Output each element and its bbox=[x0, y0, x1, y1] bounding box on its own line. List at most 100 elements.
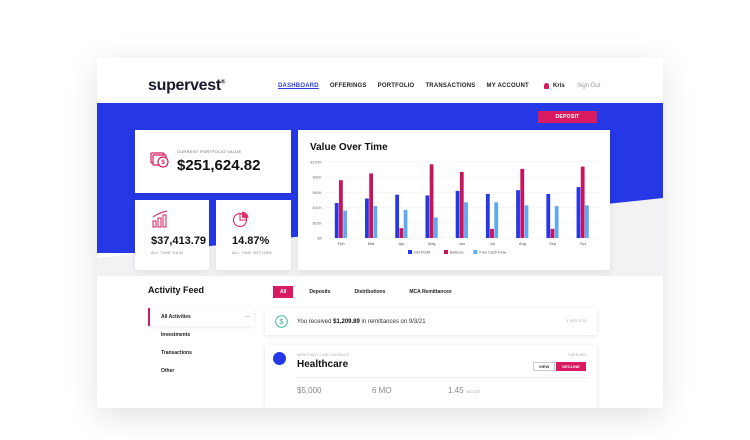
logo[interactable]: supervest® bbox=[148, 77, 226, 94]
divider bbox=[297, 377, 587, 378]
offering-factor: 1.45 FACTOR bbox=[448, 386, 480, 395]
bar-net-profit bbox=[395, 194, 400, 238]
bar-net-profit bbox=[576, 187, 581, 238]
legend-label: Free Cash Flow bbox=[479, 251, 506, 255]
money-stack-icon: $ bbox=[150, 152, 169, 168]
top-navbar: supervest® DASHBOARD OFFERINGS PORTFOLIO… bbox=[97, 58, 663, 103]
side-item-investments[interactable]: Investments bbox=[161, 332, 191, 338]
all-time-gain-label: ALL TIME GAIN bbox=[151, 250, 184, 255]
tab-all[interactable]: All bbox=[273, 286, 294, 298]
app-window: supervest® DASHBOARD OFFERINGS PORTFOLIO… bbox=[97, 58, 663, 408]
svg-text:$: $ bbox=[161, 160, 165, 166]
x-tick-label: Sep bbox=[549, 241, 557, 246]
x-tick-label: Mar bbox=[368, 241, 376, 246]
deposit-button[interactable]: DEPOSIT bbox=[538, 111, 597, 123]
portfolio-value-card: $ CURRENT PORTFOLIO VALUE $251,624.82 bbox=[135, 130, 291, 193]
offering-term: 6 MO bbox=[372, 386, 392, 395]
bar-growth-icon bbox=[152, 210, 168, 228]
nav-portfolio[interactable]: PORTFOLIO bbox=[377, 83, 415, 89]
portfolio-value-label: CURRENT PORTFOLIO VALUE bbox=[177, 149, 242, 154]
bar-net-profit bbox=[546, 193, 551, 238]
user-menu[interactable]: Kris bbox=[544, 83, 565, 89]
x-tick-label: Apr bbox=[398, 241, 405, 246]
bar-balance bbox=[369, 173, 374, 238]
bar-free-cash-flow bbox=[494, 202, 499, 238]
bar-balance bbox=[459, 171, 464, 238]
legend-swatch bbox=[408, 250, 412, 254]
offering-title: Healthcare bbox=[297, 359, 349, 370]
nav-transactions[interactable]: TRANSACTIONS bbox=[425, 83, 476, 89]
bar-free-cash-flow bbox=[584, 205, 589, 238]
y-tick-label: $80K bbox=[313, 175, 323, 180]
side-item-transactions[interactable]: Transactions bbox=[161, 350, 192, 356]
x-tick-label: Oct bbox=[580, 241, 587, 246]
bar-balance bbox=[399, 228, 404, 238]
y-tick-label: $20K bbox=[313, 220, 323, 225]
chart-canvas: $0 $20K $40K $60K $80K $100K Feb Mar Apr May Jun Ju… bbox=[310, 160, 598, 255]
bar-balance bbox=[520, 168, 525, 238]
main-nav: DASHBOARD OFFERINGS PORTFOLIO TRANSACTIO… bbox=[278, 83, 529, 89]
side-item-other[interactable]: Other bbox=[161, 368, 175, 374]
value-over-time-chart: Value Over Time $0 $20K $40K $60K $80K $100K F… bbox=[298, 130, 610, 270]
legend-label: Balance bbox=[450, 251, 464, 255]
tab-distributions[interactable]: Distributions bbox=[354, 289, 386, 295]
tab-mca-remittances[interactable]: MCA Remittances bbox=[409, 289, 452, 295]
legend-label: Net Profit bbox=[414, 251, 431, 255]
x-tick-label: May bbox=[428, 241, 436, 246]
bar-net-profit bbox=[334, 203, 339, 238]
offering-category: MERCHANT CASH ADVANCE bbox=[297, 353, 350, 357]
bar-balance bbox=[339, 180, 343, 238]
bar-net-profit bbox=[455, 190, 460, 238]
legend-swatch bbox=[473, 250, 478, 254]
remittance-date: 9 APR 2021 bbox=[566, 319, 587, 323]
y-tick-label: $0 bbox=[318, 236, 323, 241]
nav-offerings[interactable]: OFFERINGS bbox=[329, 83, 367, 89]
tab-deposits[interactable]: Deposits bbox=[309, 289, 331, 295]
all-time-gain-value: $37,413.79 bbox=[151, 235, 207, 247]
bar-free-cash-flow bbox=[524, 205, 529, 238]
sign-out-link[interactable]: Sign Out bbox=[577, 83, 601, 89]
healthcare-icon bbox=[273, 352, 286, 365]
feed-filter-tabs: All Deposits Distributions MCA Remittanc… bbox=[273, 286, 468, 298]
bar-free-cash-flow bbox=[403, 209, 408, 238]
portfolio-value: $251,624.82 bbox=[177, 157, 261, 174]
bar-net-profit bbox=[485, 193, 490, 238]
bar-net-profit bbox=[516, 190, 520, 238]
bar-balance bbox=[429, 164, 434, 238]
x-tick-label: Feb bbox=[338, 241, 346, 246]
bar-balance bbox=[490, 228, 494, 238]
activity-feed-title: Activity Feed bbox=[148, 285, 205, 295]
bar-free-cash-flow bbox=[464, 202, 468, 238]
side-item-all-activities[interactable]: All Activities — bbox=[148, 308, 254, 326]
offering-amount: $5,000 bbox=[297, 386, 322, 395]
user-icon bbox=[544, 83, 549, 89]
x-tick-label: Jun bbox=[459, 241, 465, 246]
x-tick-label: Jul bbox=[490, 241, 495, 246]
offering-activity-card: MERCHANT CASH ADVANCE Healthcare 9 APR 2… bbox=[265, 345, 597, 408]
y-tick-label: $60K bbox=[313, 190, 323, 195]
bar-free-cash-flow bbox=[433, 217, 438, 238]
all-time-return-value: 14.87% bbox=[232, 235, 270, 247]
bar-balance bbox=[580, 166, 585, 238]
bar-net-profit bbox=[365, 198, 369, 238]
remittance-message: You received $1,209.89 in remittances on… bbox=[297, 319, 426, 325]
nav-my-account[interactable]: MY ACCOUNT bbox=[486, 83, 529, 89]
decline-button[interactable]: DECLINE bbox=[556, 362, 586, 371]
all-time-return-label: ALL TIME RETURN bbox=[232, 250, 272, 255]
svg-text:$: $ bbox=[280, 319, 284, 326]
x-tick-label: Aug bbox=[519, 241, 526, 246]
legend-swatch bbox=[444, 250, 448, 254]
view-button[interactable]: VIEW bbox=[533, 362, 555, 371]
remittance-icon: $ bbox=[275, 315, 288, 328]
bar-free-cash-flow bbox=[373, 206, 378, 238]
chart-title: Value Over Time bbox=[310, 142, 388, 153]
bar-net-profit bbox=[425, 195, 430, 238]
user-name: Kris bbox=[553, 83, 565, 89]
dash-icon: — bbox=[245, 314, 250, 320]
pie-chart-icon bbox=[233, 211, 249, 227]
y-tick-label: $40K bbox=[313, 205, 323, 210]
offering-date: 9 APR 2021 bbox=[568, 353, 587, 357]
nav-dashboard[interactable]: DASHBOARD bbox=[278, 83, 319, 89]
remittance-activity-card[interactable]: $ You received $1,209.89 in remittances … bbox=[265, 308, 597, 335]
